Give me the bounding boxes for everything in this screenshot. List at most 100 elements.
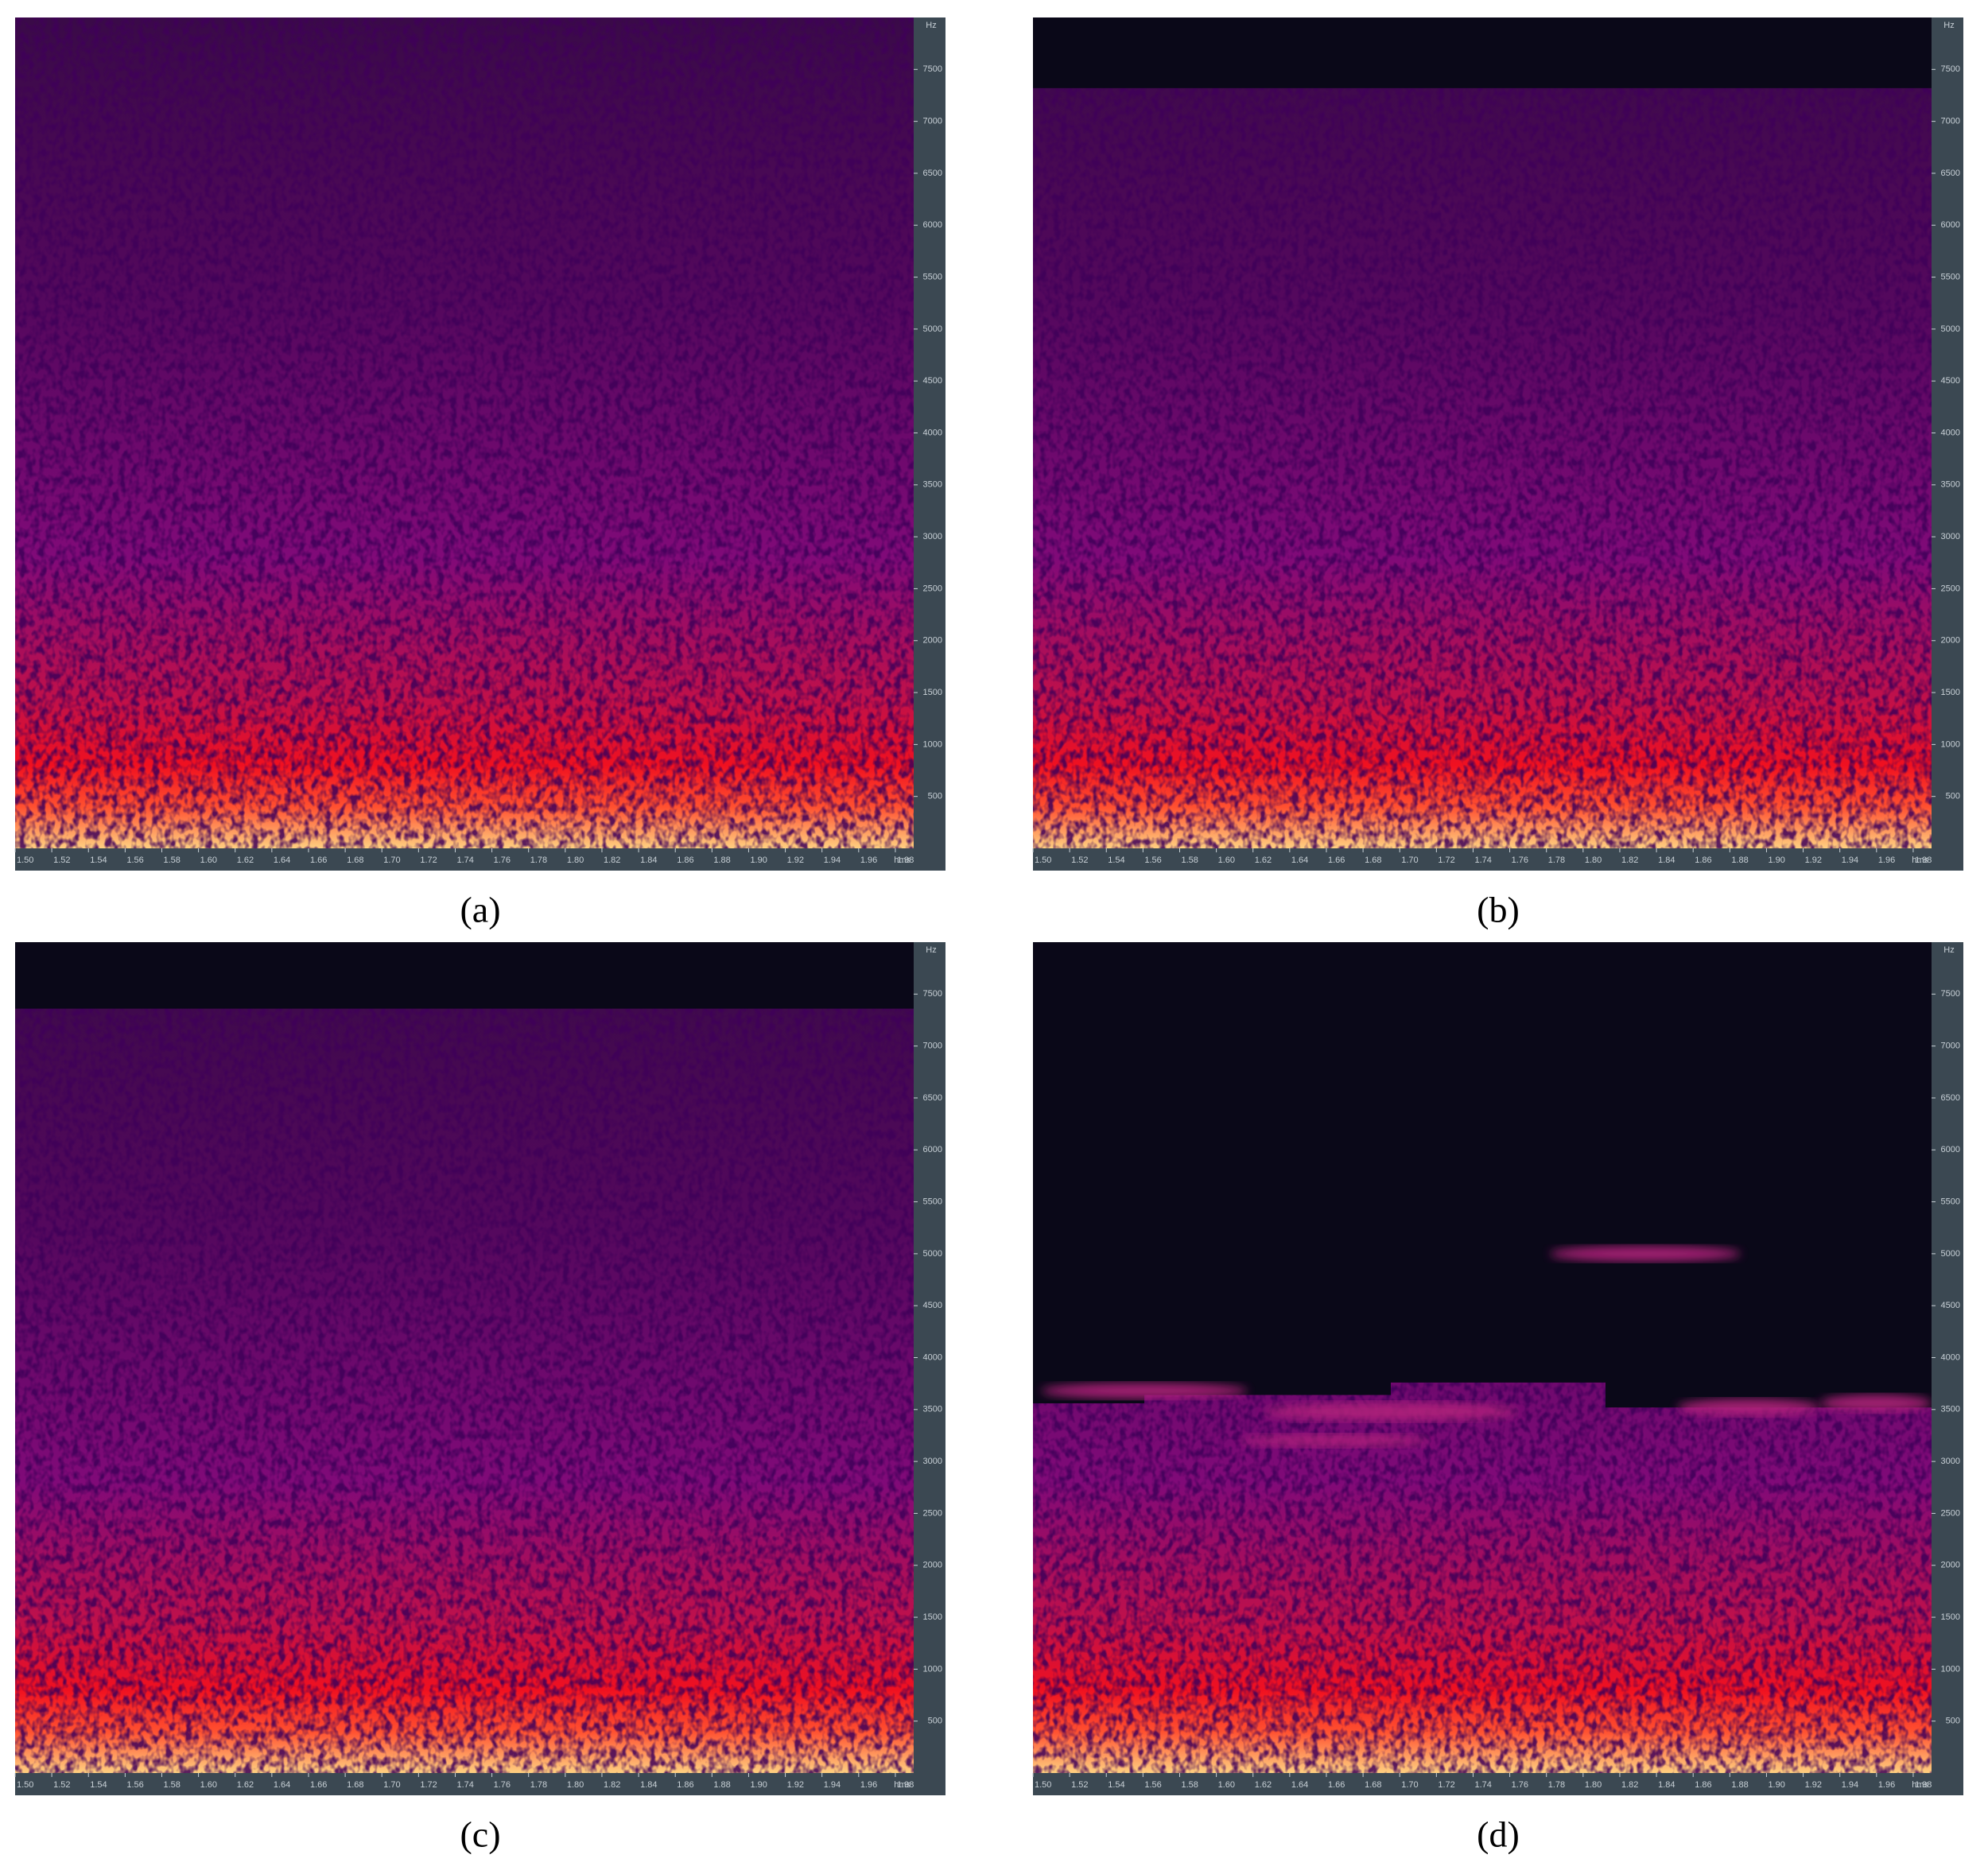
x-tick-label: 1.80 (1585, 856, 1602, 865)
y-tick-label: 7500 (1941, 989, 1960, 999)
x-tick-label: 1.92 (787, 1780, 804, 1790)
panel-caption: (b) (1477, 890, 1520, 930)
y-tick-label: 6000 (923, 1145, 942, 1154)
x-tick-label: 1.70 (1401, 856, 1418, 865)
x-unit: hms (1912, 856, 1928, 865)
x-tick-label: 1.60 (1218, 1780, 1235, 1790)
y-tick-label: 6000 (923, 220, 942, 230)
spectrogram-panel: Hz 500 1000 1500 2000 2500 3000 3500 4000 4500 500… (14, 942, 945, 1855)
y-axis-panel (1932, 17, 1963, 871)
x-tick-label: 1.68 (1365, 856, 1381, 865)
x-tick-label: 1.94 (1842, 1780, 1858, 1790)
x-tick-label: 1.66 (310, 856, 327, 865)
x-tick-label: 1.98 (1915, 1780, 1932, 1790)
y-tick-label: 5500 (923, 1197, 942, 1206)
y-unit: Hz (1943, 21, 1954, 30)
x-tick-label: 1.84 (1658, 856, 1675, 865)
x-tick-label: 1.96 (860, 856, 877, 865)
x-tick-label: 1.68 (347, 1780, 363, 1790)
y-tick-label: 1500 (1941, 1612, 1960, 1622)
y-tick-label: 500 (1946, 792, 1960, 801)
x-tick-label: 1.80 (567, 856, 584, 865)
x-tick-label: 1.58 (163, 1780, 180, 1790)
tone-band (1677, 1399, 1820, 1417)
y-tick-label: 3000 (1941, 1457, 1960, 1466)
y-tick-label: 4500 (1941, 376, 1960, 386)
tone-band (1550, 1245, 1741, 1262)
spectrogram-panel: Hz 500 1000 1500 2000 2500 3000 3500 4000 4500 500… (1032, 942, 1963, 1855)
y-tick-label: 1000 (923, 1664, 942, 1674)
x-tick-label: 1.80 (1585, 1780, 1602, 1790)
y-axis-panel (914, 17, 945, 871)
x-tick-label: 1.94 (824, 1780, 841, 1790)
x-tick-label: 1.84 (640, 1780, 657, 1790)
x-tick-label: 1.96 (1878, 1780, 1895, 1790)
x-tick-label: 1.90 (750, 856, 767, 865)
x-tick-label: 1.54 (1108, 1780, 1124, 1790)
x-tick-label: 1.72 (1438, 856, 1454, 865)
x-tick-label: 1.58 (1181, 856, 1198, 865)
x-tick-label: 1.72 (1438, 1780, 1454, 1790)
x-tick-label: 1.68 (1365, 1780, 1381, 1790)
y-tick-label: 3500 (923, 480, 942, 490)
x-tick-label: 1.66 (1328, 1780, 1345, 1790)
x-tick-label: 1.90 (1768, 1780, 1784, 1790)
x-tick-label: 1.92 (1805, 1780, 1822, 1790)
x-tick-label: 1.92 (787, 856, 804, 865)
y-tick-label: 500 (928, 792, 942, 801)
y-tick-label: 3500 (1941, 1405, 1960, 1414)
x-tick-label: 1.98 (1915, 856, 1932, 865)
x-tick-label: 1.54 (90, 1780, 107, 1790)
x-tick-label: 1.88 (1731, 856, 1748, 865)
y-tick-label: 2000 (923, 1561, 942, 1570)
y-tick-label: 1000 (1941, 739, 1960, 749)
y-tick-label: 2500 (923, 1508, 942, 1518)
tone-band (1820, 1394, 1932, 1412)
x-tick-label: 1.82 (1621, 1780, 1638, 1790)
x-tick-label: 1.86 (677, 1780, 693, 1790)
silent-region (1033, 17, 1932, 88)
y-tick-label: 4000 (1941, 428, 1960, 437)
x-tick-label: 1.64 (1291, 856, 1308, 865)
y-tick-label: 7500 (1941, 64, 1960, 74)
x-tick-label: 1.82 (604, 1780, 620, 1790)
y-axis-panel (1932, 942, 1963, 1795)
x-tick-label: 1.78 (530, 1780, 547, 1790)
y-tick-label: 2500 (923, 584, 942, 593)
x-tick-label: 1.66 (1328, 856, 1345, 865)
x-tick-label: 1.58 (163, 856, 180, 865)
x-unit: hms (1912, 1780, 1928, 1790)
y-tick-label: 1500 (923, 688, 942, 697)
x-tick-label: 1.56 (126, 1780, 143, 1790)
y-tick-label: 3000 (923, 532, 942, 541)
y-tick-label: 4500 (923, 376, 942, 386)
y-tick-label: 2000 (923, 636, 942, 646)
x-tick-label: 1.90 (1768, 856, 1784, 865)
spectrogram-texture (15, 942, 914, 1773)
y-tick-label: 7500 (923, 64, 942, 74)
x-tick-label: 1.76 (1512, 1780, 1528, 1790)
y-tick-label: 3000 (923, 1457, 942, 1466)
y-tick-label: 1500 (923, 1612, 942, 1622)
y-tick-label: 6500 (923, 169, 942, 178)
spectrogram-texture (15, 17, 914, 848)
x-tick-label: 1.90 (750, 1780, 767, 1790)
y-tick-label: 500 (928, 1717, 942, 1726)
x-tick-label: 1.76 (494, 856, 511, 865)
x-tick-label: 1.86 (1695, 856, 1711, 865)
x-tick-label: 1.56 (126, 856, 143, 865)
y-tick-label: 7000 (1941, 117, 1960, 126)
x-tick-label: 1.66 (310, 1780, 327, 1790)
y-tick-label: 6000 (1941, 220, 1960, 230)
panel-caption: (a) (460, 890, 500, 930)
y-tick-label: 3500 (1941, 480, 1960, 490)
y-axis-panel (914, 942, 945, 1795)
x-tick-label: 1.96 (860, 1780, 877, 1790)
x-tick-label: 1.62 (237, 1780, 254, 1790)
x-tick-label: 1.58 (1181, 1780, 1198, 1790)
x-tick-label: 1.82 (1621, 856, 1638, 865)
x-tick-label: 1.88 (713, 1780, 730, 1790)
panel-caption: (d) (1477, 1814, 1520, 1855)
x-tick-label: 1.74 (1474, 856, 1491, 865)
x-tick-label: 1.70 (383, 1780, 400, 1790)
